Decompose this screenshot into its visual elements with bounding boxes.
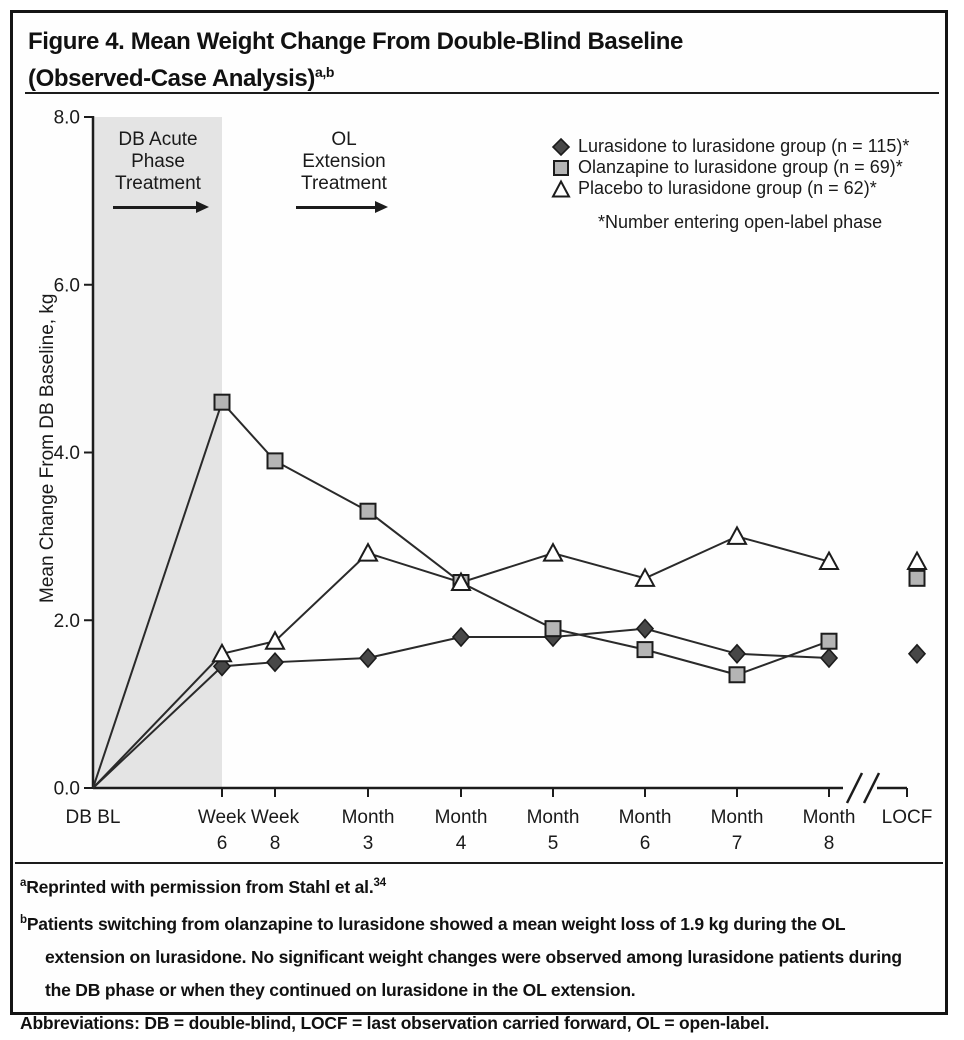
triangle-open-data-marker	[726, 525, 748, 545]
x-tick-label-line2: 6	[217, 833, 228, 854]
x-tick-label-line2: 4	[456, 833, 467, 854]
db-annotation-line3: Treatment	[115, 173, 201, 194]
chart-plot: 0.0 2.0 4.0 6.0 8.0 DB BL Week 6 Week 8 Month 3 Mont…	[54, 108, 933, 855]
legend-item-lurasidone: Lurasidone to lurasidone group (n = 115)…	[551, 136, 909, 157]
db-phase-shaded-region	[94, 117, 222, 788]
abbreviations-text: Abbreviations: DB = double-blind, LOCF =…	[20, 1012, 770, 1033]
footnote-a-text: Reprinted with permission from Stahl et …	[26, 876, 374, 897]
ol-phase-arrow-icon	[296, 201, 388, 212]
square-gray-data-marker	[359, 502, 377, 520]
diamond-filled-data-marker	[819, 647, 839, 669]
axis-break-slash	[845, 772, 864, 804]
square-gray-data-marker	[636, 641, 654, 659]
y-axis-tick-label: 0.0	[54, 779, 80, 800]
figure-title: Figure 4. Mean Weight Change From Double…	[28, 27, 683, 94]
x-tick-label: Month	[711, 807, 764, 828]
chart-legend: Lurasidone to lurasidone group (n = 115)…	[551, 136, 909, 233]
x-tick-label-line2: 5	[548, 833, 559, 854]
square-gray-data-marker	[213, 393, 231, 411]
square-gray-locf-marker	[908, 569, 926, 587]
figure-title-superscript: a,b	[314, 64, 334, 80]
ol-annotation-line3: Treatment	[301, 173, 387, 194]
footnote-a-superscript: a	[20, 877, 27, 889]
footnote-b: bPatients switching from olanzapine to l…	[20, 904, 925, 1007]
ol-annotation-line1: OL	[331, 129, 357, 150]
footnotes: aReprinted with permission from Stahl et…	[20, 867, 925, 1040]
y-axis-tick-label: 8.0	[54, 108, 80, 129]
square-gray-data-marker	[820, 632, 838, 650]
x-tick-label-line2: 3	[363, 833, 374, 854]
triangle-open-data-marker	[542, 542, 564, 562]
square-gray-data-marker	[266, 452, 284, 470]
x-tick-label-line2: 8	[824, 833, 835, 854]
ol-extension-annotation: OL Extension Treatment	[282, 129, 406, 195]
x-tick-label: Month	[619, 807, 672, 828]
figure-title-line2: (Observed-Case Analysis)	[28, 65, 315, 92]
footnote-b-text: Patients switching from olanzapine to lu…	[26, 913, 902, 1000]
y-axis-tick-label: 2.0	[54, 611, 80, 632]
diamond-filled-data-marker	[265, 651, 285, 673]
triangle-marker-icon	[551, 178, 571, 199]
legend-item-placebo: Placebo to lurasidone group (n = 62)*	[551, 178, 909, 199]
triangle-open-data-marker	[634, 567, 656, 587]
triangle-open-data-marker	[264, 630, 286, 650]
legend-item-olanzapine: Olanzapine to lurasidone group (n = 69)*	[551, 157, 909, 178]
diamond-filled-locf-marker	[907, 643, 927, 665]
legend-label-olanzapine: Olanzapine to lurasidone group (n = 69)*	[578, 157, 903, 177]
legend-footnote: *Number entering open-label phase	[598, 212, 883, 232]
footnote-a-citation-superscript: 34	[373, 877, 387, 889]
x-tick-label: Month	[527, 807, 580, 828]
x-tick-label: Month	[435, 807, 488, 828]
square-gray-data-marker	[544, 620, 562, 638]
legend-label-placebo: Placebo to lurasidone group (n = 62)*	[578, 178, 877, 198]
footnote-a: aReprinted with permission from Stahl et…	[20, 867, 925, 904]
title-divider-line	[25, 92, 939, 94]
y-axis-label: Mean Change From DB Baseline, kg	[37, 293, 58, 603]
diamond-marker-icon	[551, 137, 571, 157]
footnote-b-superscript: b	[20, 913, 27, 926]
db-acute-phase-annotation: DB Acute Phase Treatment	[96, 129, 220, 195]
legend-label-lurasidone: Lurasidone to lurasidone group (n = 115)…	[578, 136, 910, 156]
axis-break-slash	[862, 772, 881, 804]
diamond-filled-data-marker	[727, 643, 747, 665]
diamond-filled-data-marker	[358, 647, 378, 669]
figure-container: Figure 4. Mean Weight Change From Double…	[10, 10, 948, 1033]
x-tick-label-line2: 7	[732, 833, 743, 854]
db-annotation-line1: DB Acute	[118, 129, 198, 150]
footnote-abbreviations: Abbreviations: DB = double-blind, LOCF =…	[20, 1007, 925, 1040]
triangle-open-data-marker	[818, 550, 840, 571]
x-tick-label: Month	[342, 807, 395, 828]
x-tick-label-line2: 6	[640, 833, 651, 854]
x-tick-label-locf: LOCF	[882, 807, 933, 828]
triangle-open-data-marker	[357, 542, 379, 562]
x-tick-label: Month	[803, 807, 856, 828]
y-axis-tick-label: 6.0	[54, 275, 80, 296]
db-annotation-line2: Phase	[131, 151, 185, 172]
x-tick-label: Week	[251, 807, 300, 828]
diamond-filled-data-marker	[212, 656, 232, 677]
triangle-open-data-marker	[211, 642, 233, 663]
x-tick-label-line2: 8	[270, 833, 281, 854]
figure-title-line1: Figure 4. Mean Weight Change From Double…	[28, 28, 683, 55]
x-tick-label: Week	[198, 807, 247, 828]
db-phase-arrow-icon	[113, 201, 209, 212]
diamond-filled-data-marker	[451, 626, 471, 648]
ol-annotation-line2: Extension	[302, 151, 386, 172]
square-marker-icon	[551, 158, 571, 178]
triangle-open-data-marker	[450, 571, 472, 592]
x-tick-label: DB BL	[66, 807, 121, 828]
triangle-open-locf-marker	[906, 550, 928, 571]
diamond-filled-data-marker	[635, 618, 655, 639]
footnote-divider-line	[15, 862, 943, 864]
y-axis-tick-label: 4.0	[54, 443, 80, 464]
square-gray-data-marker	[728, 666, 746, 684]
